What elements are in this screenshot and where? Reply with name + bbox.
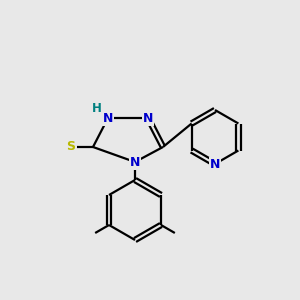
Text: S: S: [67, 140, 76, 154]
Text: N: N: [210, 158, 220, 170]
Text: H: H: [92, 101, 102, 115]
Text: N: N: [103, 112, 113, 124]
Text: N: N: [130, 155, 140, 169]
Text: N: N: [143, 112, 153, 124]
